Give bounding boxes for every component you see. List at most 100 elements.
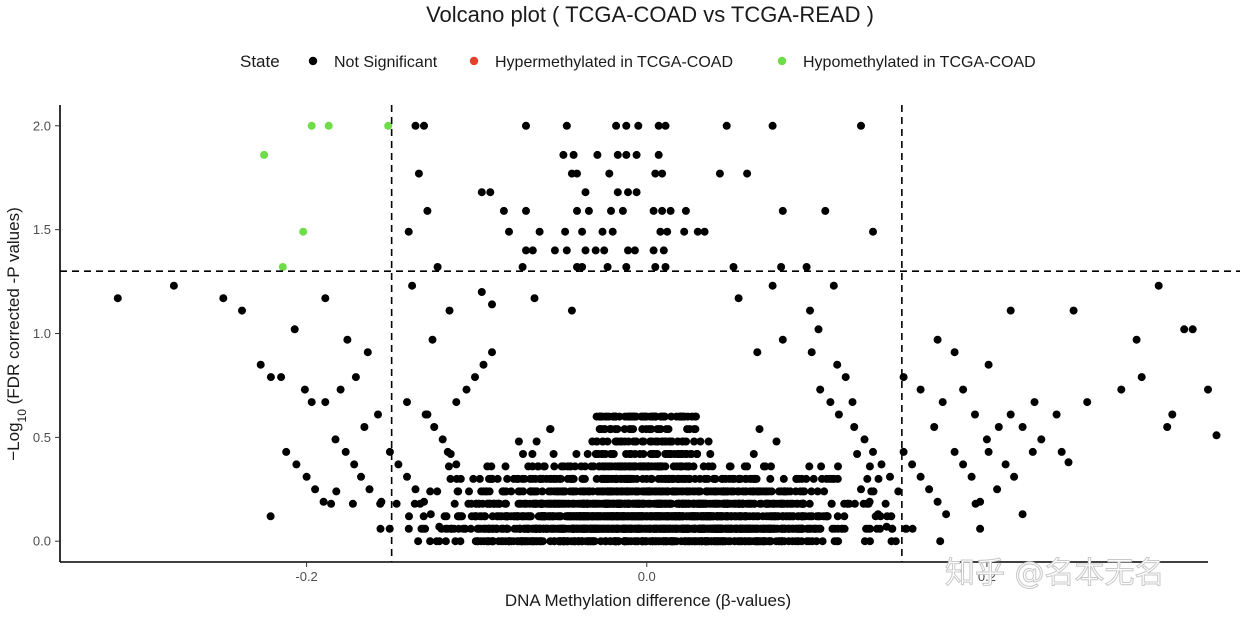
point-not-significant — [690, 437, 699, 446]
tick-labels: 0.0 0.5 1.0 1.5 2.0 -0.2 0.0 0.2 — [33, 118, 996, 584]
point-not-significant — [700, 524, 708, 533]
point-not-significant — [550, 246, 559, 255]
point-not-significant — [601, 524, 610, 533]
point-not-significant — [709, 524, 718, 533]
point-not-significant — [778, 335, 787, 344]
point-not-significant — [441, 537, 450, 546]
point-not-significant — [683, 537, 692, 546]
point-not-significant — [300, 385, 309, 394]
point-not-significant — [363, 348, 372, 357]
point-not-significant — [608, 227, 617, 236]
point-not-significant — [620, 425, 629, 434]
point-not-significant — [629, 462, 638, 471]
point-not-significant — [613, 524, 622, 533]
point-not-significant — [726, 512, 735, 521]
point-not-significant — [971, 410, 979, 419]
point-not-significant — [528, 474, 537, 483]
point-not-significant — [421, 410, 430, 419]
point-not-significant — [683, 487, 692, 496]
point-not-significant — [797, 537, 806, 546]
point-not-significant — [664, 425, 673, 434]
point-not-significant — [467, 499, 476, 508]
point-not-significant — [768, 281, 777, 290]
point-not-significant — [578, 263, 587, 271]
point-not-significant — [681, 474, 690, 483]
point-not-significant — [749, 450, 758, 458]
point-not-significant — [778, 206, 787, 215]
y-axis-title-prefix: −Log — [4, 422, 23, 460]
point-not-significant — [993, 485, 1002, 494]
point-not-significant — [360, 423, 369, 431]
point-not-significant — [570, 524, 579, 533]
point-not-significant — [651, 412, 660, 421]
point-not-significant — [528, 524, 537, 533]
point-not-significant — [440, 512, 449, 521]
point-not-significant — [950, 447, 959, 456]
point-not-significant — [930, 423, 939, 431]
point-not-significant — [749, 487, 758, 496]
point-not-significant — [649, 524, 658, 533]
point-not-significant — [538, 537, 547, 546]
point-not-significant — [169, 281, 178, 290]
point-not-significant — [392, 499, 401, 508]
point-not-significant — [669, 462, 678, 471]
point-not-significant — [727, 524, 736, 533]
point-not-significant — [1006, 410, 1015, 419]
point-not-significant — [522, 246, 530, 255]
point-not-significant — [474, 499, 483, 508]
point-not-significant — [755, 425, 764, 434]
point-not-significant — [807, 348, 816, 357]
point-not-significant — [696, 437, 705, 446]
point-not-significant — [1137, 373, 1146, 382]
point-not-significant — [617, 499, 626, 508]
point-not-significant — [779, 487, 788, 496]
point-hypomethylated-in-tcga-coad — [260, 150, 269, 159]
point-not-significant — [488, 348, 496, 357]
point-not-significant — [762, 487, 771, 496]
point-not-significant — [658, 169, 667, 178]
point-not-significant — [414, 537, 423, 546]
point-not-significant — [938, 398, 947, 407]
x-tick-label: 0.2 — [978, 569, 996, 584]
point-not-significant — [591, 246, 600, 255]
point-not-significant — [670, 487, 679, 496]
point-not-significant — [615, 512, 624, 521]
point-not-significant — [481, 524, 490, 533]
point-not-significant — [582, 499, 591, 508]
point-not-significant — [351, 373, 360, 382]
point-not-significant — [749, 524, 758, 533]
point-not-significant — [710, 537, 719, 546]
point-not-significant — [834, 410, 843, 419]
point-not-significant — [1083, 398, 1092, 407]
point-not-significant — [428, 335, 437, 344]
point-hypomethylated-in-tcga-coad — [324, 121, 333, 130]
point-not-significant — [730, 499, 739, 508]
point-not-significant — [881, 499, 890, 508]
point-not-significant — [559, 537, 568, 546]
legend-swatch-2 — [777, 56, 787, 66]
point-not-significant — [357, 472, 365, 481]
point-not-significant — [585, 487, 594, 496]
point-not-significant — [321, 294, 330, 303]
point-not-significant — [501, 512, 509, 521]
point-not-significant — [638, 425, 647, 434]
point-not-significant — [779, 474, 788, 483]
point-not-significant — [311, 485, 320, 494]
point-not-significant — [433, 487, 442, 496]
point-not-significant — [651, 263, 660, 271]
point-not-significant — [501, 462, 510, 471]
point-not-significant — [869, 227, 877, 236]
point-not-significant — [850, 499, 859, 508]
point-not-significant — [489, 499, 498, 508]
point-not-significant — [533, 487, 541, 496]
legend-label-1: Hypermethylated in TCGA-COAD — [495, 54, 733, 71]
point-not-significant — [976, 524, 985, 533]
point-not-significant — [630, 246, 639, 255]
point-not-significant — [630, 499, 639, 508]
point-not-significant — [709, 512, 718, 521]
point-not-significant — [486, 188, 495, 197]
point-not-significant — [622, 121, 631, 130]
point-not-significant — [632, 150, 641, 159]
point-not-significant — [656, 227, 665, 236]
point-not-significant — [873, 524, 881, 533]
